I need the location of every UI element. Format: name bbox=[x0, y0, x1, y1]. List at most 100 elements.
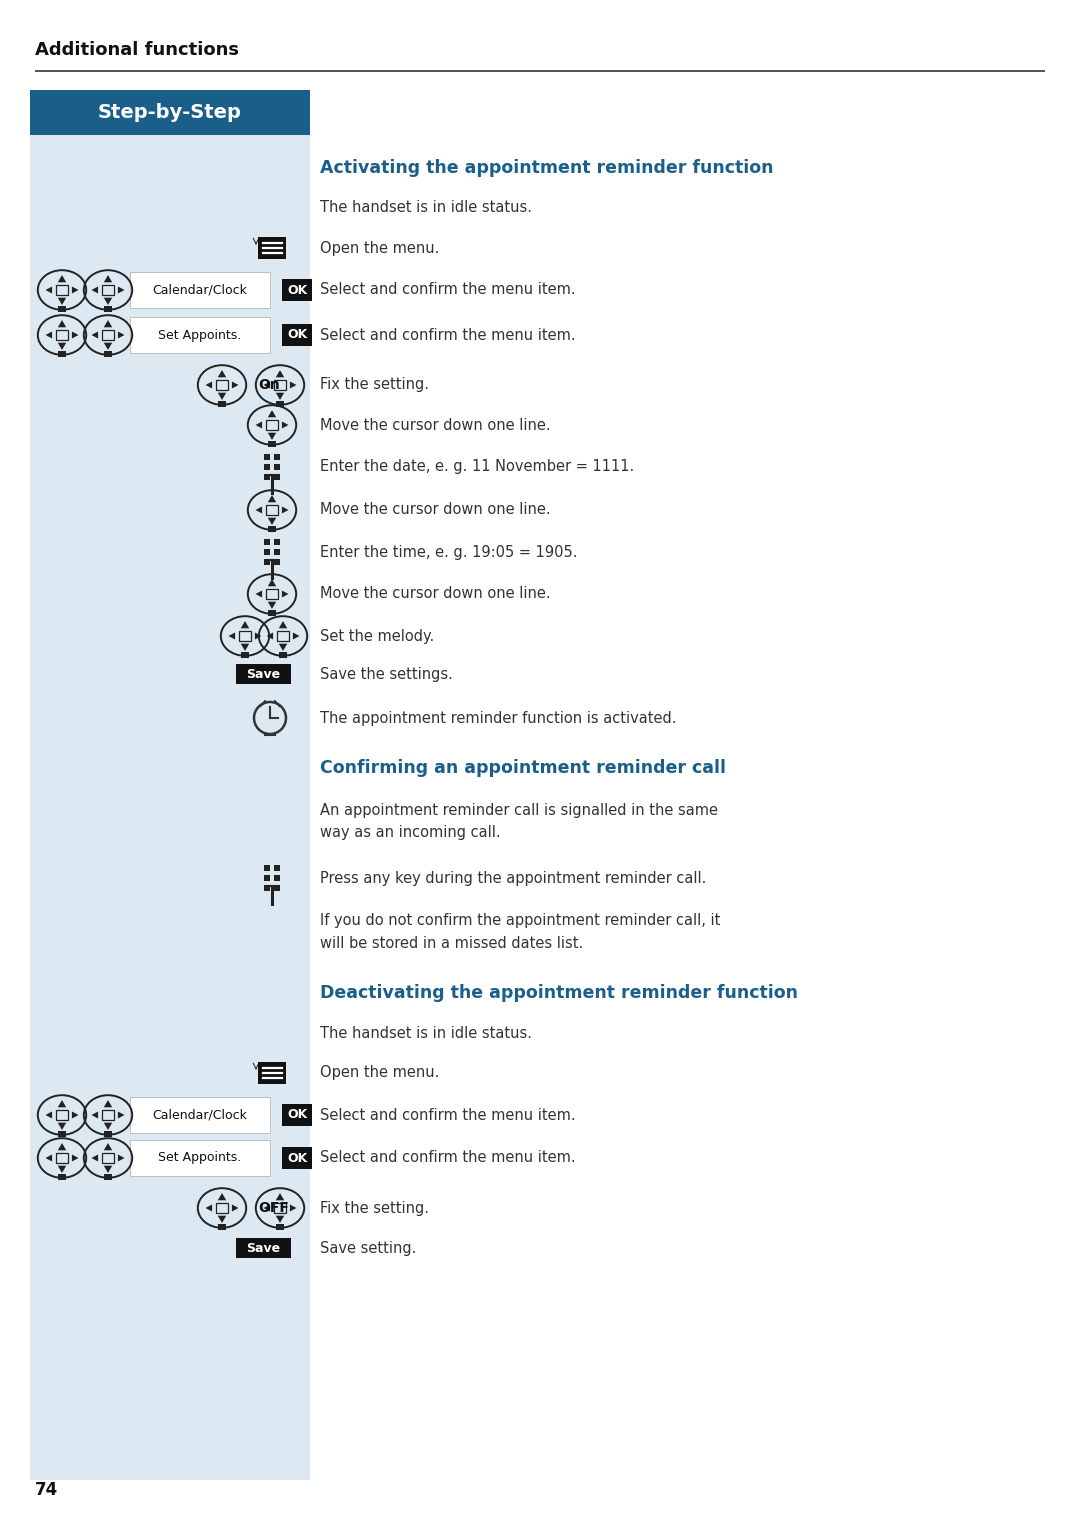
Polygon shape bbox=[57, 320, 66, 327]
Text: Select and confirm the menu item.: Select and confirm the menu item. bbox=[320, 283, 576, 298]
Text: Confirming an appointment reminder call: Confirming an appointment reminder call bbox=[320, 758, 726, 777]
Polygon shape bbox=[45, 1154, 52, 1162]
Polygon shape bbox=[72, 1154, 79, 1162]
Polygon shape bbox=[104, 298, 112, 304]
Bar bbox=[266, 589, 279, 599]
Text: Select and confirm the menu item.: Select and confirm the menu item. bbox=[320, 1107, 576, 1122]
Text: The appointment reminder function is activated.: The appointment reminder function is act… bbox=[320, 711, 676, 725]
Text: Enter the time, e. g. 19:05 = 1905.: Enter the time, e. g. 19:05 = 1905. bbox=[320, 544, 578, 560]
Text: Set Appoints.: Set Appoints. bbox=[159, 1151, 242, 1165]
Bar bbox=[56, 1153, 68, 1164]
Bar bbox=[57, 1174, 66, 1180]
Bar bbox=[279, 651, 287, 657]
Polygon shape bbox=[232, 1205, 239, 1211]
Polygon shape bbox=[268, 495, 276, 503]
Bar bbox=[266, 505, 279, 515]
Bar bbox=[274, 463, 280, 471]
Bar bbox=[216, 1203, 228, 1212]
Polygon shape bbox=[289, 381, 297, 388]
Bar bbox=[56, 286, 68, 295]
Bar bbox=[57, 306, 66, 312]
Bar bbox=[217, 401, 227, 407]
Polygon shape bbox=[118, 332, 124, 338]
Polygon shape bbox=[104, 1144, 112, 1150]
Bar bbox=[268, 526, 276, 532]
Bar bbox=[264, 463, 270, 471]
Polygon shape bbox=[92, 332, 98, 338]
Bar bbox=[104, 306, 112, 312]
Bar bbox=[130, 1096, 270, 1133]
Bar bbox=[104, 1174, 112, 1180]
Text: An appointment reminder call is signalled in the same: An appointment reminder call is signalle… bbox=[320, 803, 718, 818]
Polygon shape bbox=[57, 1165, 66, 1173]
Text: Fix the setting.: Fix the setting. bbox=[320, 1200, 429, 1216]
Text: OK: OK bbox=[287, 283, 307, 297]
Polygon shape bbox=[264, 381, 270, 388]
Polygon shape bbox=[275, 1216, 284, 1223]
Bar bbox=[268, 610, 276, 616]
Text: Fix the setting.: Fix the setting. bbox=[320, 378, 429, 393]
Polygon shape bbox=[104, 1165, 112, 1173]
Text: Save setting.: Save setting. bbox=[320, 1240, 417, 1255]
Bar bbox=[274, 549, 280, 555]
Polygon shape bbox=[289, 1205, 297, 1211]
Polygon shape bbox=[92, 286, 98, 294]
Text: Open the menu.: Open the menu. bbox=[320, 240, 440, 255]
Bar bbox=[57, 1131, 66, 1138]
Bar bbox=[102, 330, 114, 339]
Polygon shape bbox=[256, 422, 262, 428]
Bar bbox=[104, 350, 112, 356]
Polygon shape bbox=[57, 298, 66, 304]
Polygon shape bbox=[218, 393, 226, 401]
Text: Step-by-Step: Step-by-Step bbox=[98, 102, 242, 122]
Polygon shape bbox=[241, 621, 249, 628]
Polygon shape bbox=[104, 1099, 112, 1107]
Text: OFF: OFF bbox=[258, 1200, 288, 1216]
Polygon shape bbox=[104, 1122, 112, 1130]
Polygon shape bbox=[232, 381, 239, 388]
Text: Move the cursor down one line.: Move the cursor down one line. bbox=[320, 587, 551, 601]
Polygon shape bbox=[256, 506, 262, 514]
Polygon shape bbox=[205, 1205, 212, 1211]
Bar bbox=[275, 1223, 284, 1229]
Bar bbox=[258, 1063, 286, 1084]
Text: 74: 74 bbox=[35, 1482, 58, 1498]
Polygon shape bbox=[282, 590, 288, 598]
Text: On: On bbox=[258, 378, 280, 391]
Bar bbox=[264, 558, 270, 566]
Polygon shape bbox=[104, 320, 112, 327]
Polygon shape bbox=[72, 1112, 79, 1119]
Bar bbox=[57, 350, 66, 356]
Text: Open the menu.: Open the menu. bbox=[320, 1066, 440, 1081]
Polygon shape bbox=[205, 381, 212, 388]
Bar bbox=[258, 237, 286, 258]
Bar bbox=[282, 1104, 312, 1125]
Bar bbox=[274, 558, 280, 566]
Text: Deactivating the appointment reminder function: Deactivating the appointment reminder fu… bbox=[320, 985, 798, 1001]
Text: The handset is in idle status.: The handset is in idle status. bbox=[320, 200, 532, 216]
Polygon shape bbox=[229, 633, 235, 639]
Text: Select and confirm the menu item.: Select and confirm the menu item. bbox=[320, 327, 576, 342]
Polygon shape bbox=[264, 1205, 270, 1211]
Text: Set the melody.: Set the melody. bbox=[320, 628, 434, 644]
Polygon shape bbox=[104, 275, 112, 283]
Bar bbox=[217, 1223, 227, 1229]
Bar bbox=[274, 381, 286, 390]
Text: Set Appoints.: Set Appoints. bbox=[159, 329, 242, 341]
Bar bbox=[274, 454, 280, 460]
Polygon shape bbox=[218, 1193, 226, 1200]
Text: Calendar/Clock: Calendar/Clock bbox=[152, 283, 247, 297]
Polygon shape bbox=[282, 506, 288, 514]
Text: OK: OK bbox=[287, 1109, 307, 1121]
Polygon shape bbox=[268, 433, 276, 440]
Text: The handset is in idle status.: The handset is in idle status. bbox=[320, 1026, 532, 1041]
Polygon shape bbox=[118, 1154, 124, 1162]
Polygon shape bbox=[72, 286, 79, 294]
Bar bbox=[266, 420, 279, 430]
Polygon shape bbox=[57, 1144, 66, 1150]
Polygon shape bbox=[255, 633, 261, 639]
Polygon shape bbox=[218, 370, 226, 378]
Text: Save: Save bbox=[246, 1242, 280, 1254]
Polygon shape bbox=[282, 422, 288, 428]
Text: Press any key during the appointment reminder call.: Press any key during the appointment rem… bbox=[320, 870, 706, 885]
